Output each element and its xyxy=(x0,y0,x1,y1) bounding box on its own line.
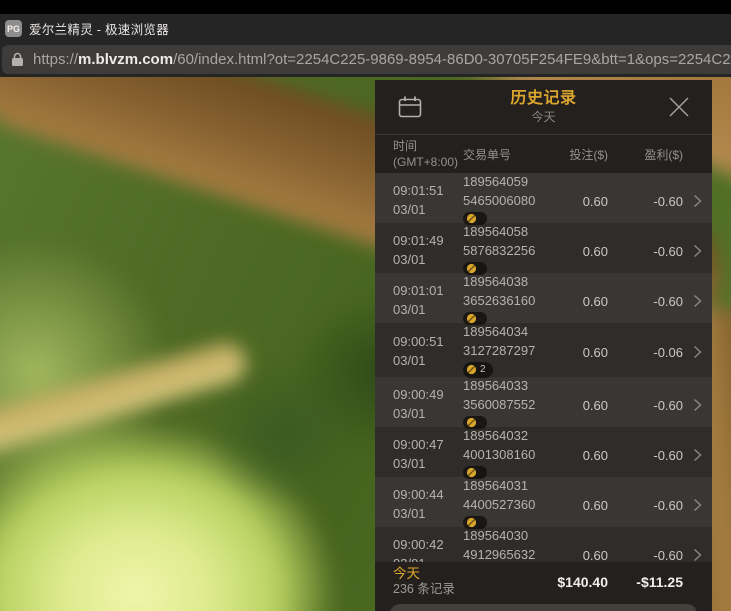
row-order: 189564038 3652636160 xyxy=(463,273,563,330)
chevron-right-icon[interactable] xyxy=(683,548,712,562)
row-bet: 0.60 xyxy=(582,447,608,463)
column-time: 时间 (GMT+8:00) xyxy=(393,138,459,169)
bonus-badge: 2 xyxy=(463,361,493,379)
row-time: 09:00:47 03/01 xyxy=(393,437,444,472)
row-order: 189564030 4912965632 xyxy=(463,527,563,562)
address-bar[interactable]: https://m.blvzm.com/60/index.html?ot=225… xyxy=(2,45,731,74)
row-order: 189564032 4001308160 xyxy=(463,427,563,484)
tab-title: 爱尔兰精灵 - 极速浏览器 xyxy=(29,23,170,37)
row-bet: 0.60 xyxy=(582,243,608,259)
coin-icon xyxy=(466,313,477,323)
row-order: 189564031 4400527360 xyxy=(463,477,563,534)
window-top-strip xyxy=(0,0,731,14)
row-order: 189564058 5876832256 xyxy=(463,223,563,280)
row-order: 189564034 3127287297 2 xyxy=(463,323,563,381)
summary-label: 今天 236 条记录 xyxy=(393,566,543,597)
row-order: 189564059 5465006080 xyxy=(463,173,563,230)
bonus-badge xyxy=(463,211,487,225)
row-profit: -0.60 xyxy=(653,293,683,309)
bonus-badge xyxy=(463,415,487,429)
pagination-pill[interactable] xyxy=(390,604,697,611)
row-profit: -0.60 xyxy=(653,397,683,413)
row-time: 09:00:4203/01 xyxy=(393,537,444,562)
table-row[interactable]: 09:00:47 03/01 189564032 4001308160 0.60 -… xyxy=(375,427,712,479)
chevron-right-icon[interactable] xyxy=(683,498,712,512)
row-order: 189564033 3560087552 xyxy=(463,377,563,434)
row-time: 09:01:49 03/01 xyxy=(393,233,444,268)
url-text: https://m.blvzm.com/60/index.html?ot=225… xyxy=(33,51,731,68)
coin-icon xyxy=(466,517,477,527)
row-profit: -0.60 xyxy=(653,547,683,562)
calendar-button[interactable] xyxy=(396,93,424,121)
bonus-badge xyxy=(463,515,487,529)
row-bet: 0.60 xyxy=(582,397,608,413)
row-time: 09:01:51 03/01 xyxy=(393,183,444,218)
row-profit: -0.60 xyxy=(653,243,683,259)
history-panel: 历史记录 今天 时间 (GMT+8:00) 交易单号 投注($) 盈利($) 0 xyxy=(375,80,712,611)
row-profit: -0.06 xyxy=(653,344,683,360)
records-count: 236 条记录 xyxy=(393,582,455,597)
coin-icon xyxy=(466,467,477,477)
table-header: 时间 (GMT+8:00) 交易单号 投注($) 盈利($) xyxy=(375,134,712,173)
history-rows: 09:01:51 03/01 189564059 5465006080 0.60 -… xyxy=(375,173,712,562)
bonus-badge xyxy=(463,311,487,325)
panel-date-filter-value: 今天 xyxy=(531,110,556,124)
chevron-right-icon[interactable] xyxy=(683,345,712,359)
table-row[interactable]: 09:00:44 03/01 189564031 4400527360 0.60 -… xyxy=(375,477,712,529)
total-bet: $140.40 xyxy=(557,573,608,590)
close-icon[interactable] xyxy=(665,93,693,121)
row-bet: 0.60 xyxy=(582,293,608,309)
address-bar-row: https://m.blvzm.com/60/index.html?ot=225… xyxy=(0,43,731,77)
row-bet: 0.60 xyxy=(582,193,608,209)
table-row[interactable]: 09:00:49 03/01 189564033 3560087552 0.60 -… xyxy=(375,377,712,429)
site-favicon: PG xyxy=(5,20,22,37)
row-profit: -0.60 xyxy=(653,193,683,209)
table-row[interactable]: 09:00:51 03/01 189564034 3127287297 2 0.60… xyxy=(375,323,712,379)
bonus-badge xyxy=(463,465,487,479)
panel-title-block: 历史记录 今天 xyxy=(510,89,576,125)
panel-title: 历史记录 xyxy=(510,90,577,107)
row-bet: 0.60 xyxy=(582,497,608,513)
bonus-badge xyxy=(463,261,487,275)
chevron-right-icon[interactable] xyxy=(683,194,712,208)
row-profit: -0.60 xyxy=(653,447,683,463)
history-panel-header: 历史记录 今天 xyxy=(375,80,712,134)
row-time: 09:00:44 03/01 xyxy=(393,487,444,522)
column-bet: 投注($) xyxy=(569,147,608,162)
chevron-right-icon[interactable] xyxy=(683,398,712,412)
panel-bottom-area xyxy=(375,601,712,611)
chevron-right-icon[interactable] xyxy=(683,294,712,308)
lock-icon xyxy=(11,52,24,67)
column-order: 交易单号 xyxy=(463,147,512,162)
column-profit: 盈利($) xyxy=(644,147,683,162)
coin-icon xyxy=(466,365,477,375)
row-time: 09:00:49 03/01 xyxy=(393,387,444,422)
browser-tab-bar: PG 爱尔兰精灵 - 极速浏览器 xyxy=(0,14,731,43)
row-time: 09:00:51 03/01 xyxy=(393,334,444,369)
table-row[interactable]: 09:01:49 03/01 189564058 5876832256 0.60 -… xyxy=(375,223,712,275)
row-bet: 0.60 xyxy=(582,344,608,360)
coin-icon xyxy=(466,213,477,223)
row-bet: 0.60 xyxy=(582,547,608,562)
chevron-right-icon[interactable] xyxy=(683,448,712,462)
row-time: 09:01:01 03/01 xyxy=(393,283,444,318)
coin-icon xyxy=(466,417,477,427)
summary-footer: 今天 236 条记录 $140.40 -$11.25 xyxy=(375,562,712,601)
coin-icon xyxy=(466,263,477,273)
row-profit: -0.60 xyxy=(653,497,683,513)
total-profit: -$11.25 xyxy=(636,573,683,590)
table-row[interactable]: 09:01:01 03/01 189564038 3652636160 0.60 -… xyxy=(375,273,712,325)
table-row[interactable]: 09:01:51 03/01 189564059 5465006080 0.60 -… xyxy=(375,173,712,225)
chevron-right-icon[interactable] xyxy=(683,244,712,258)
